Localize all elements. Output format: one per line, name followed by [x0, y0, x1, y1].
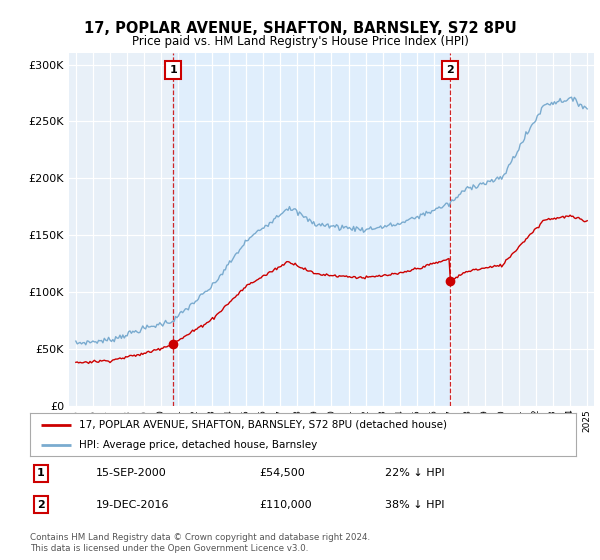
Text: 17, POPLAR AVENUE, SHAFTON, BARNSLEY, S72 8PU (detached house): 17, POPLAR AVENUE, SHAFTON, BARNSLEY, S7… [79, 419, 447, 430]
Text: 38% ↓ HPI: 38% ↓ HPI [385, 500, 445, 510]
Text: 19-DEC-2016: 19-DEC-2016 [95, 500, 169, 510]
Text: £110,000: £110,000 [259, 500, 312, 510]
Text: Price paid vs. HM Land Registry's House Price Index (HPI): Price paid vs. HM Land Registry's House … [131, 35, 469, 48]
Text: 2: 2 [37, 500, 45, 510]
Text: 2: 2 [446, 66, 454, 75]
Text: 22% ↓ HPI: 22% ↓ HPI [385, 468, 445, 478]
Text: £54,500: £54,500 [259, 468, 305, 478]
Text: HPI: Average price, detached house, Barnsley: HPI: Average price, detached house, Barn… [79, 441, 317, 450]
Text: 17, POPLAR AVENUE, SHAFTON, BARNSLEY, S72 8PU: 17, POPLAR AVENUE, SHAFTON, BARNSLEY, S7… [83, 21, 517, 36]
Text: Contains HM Land Registry data © Crown copyright and database right 2024.
This d: Contains HM Land Registry data © Crown c… [30, 533, 370, 553]
Text: 1: 1 [169, 66, 177, 75]
Bar [173, 53, 450, 406]
Text: 15-SEP-2000: 15-SEP-2000 [95, 468, 166, 478]
Text: 1: 1 [37, 468, 45, 478]
